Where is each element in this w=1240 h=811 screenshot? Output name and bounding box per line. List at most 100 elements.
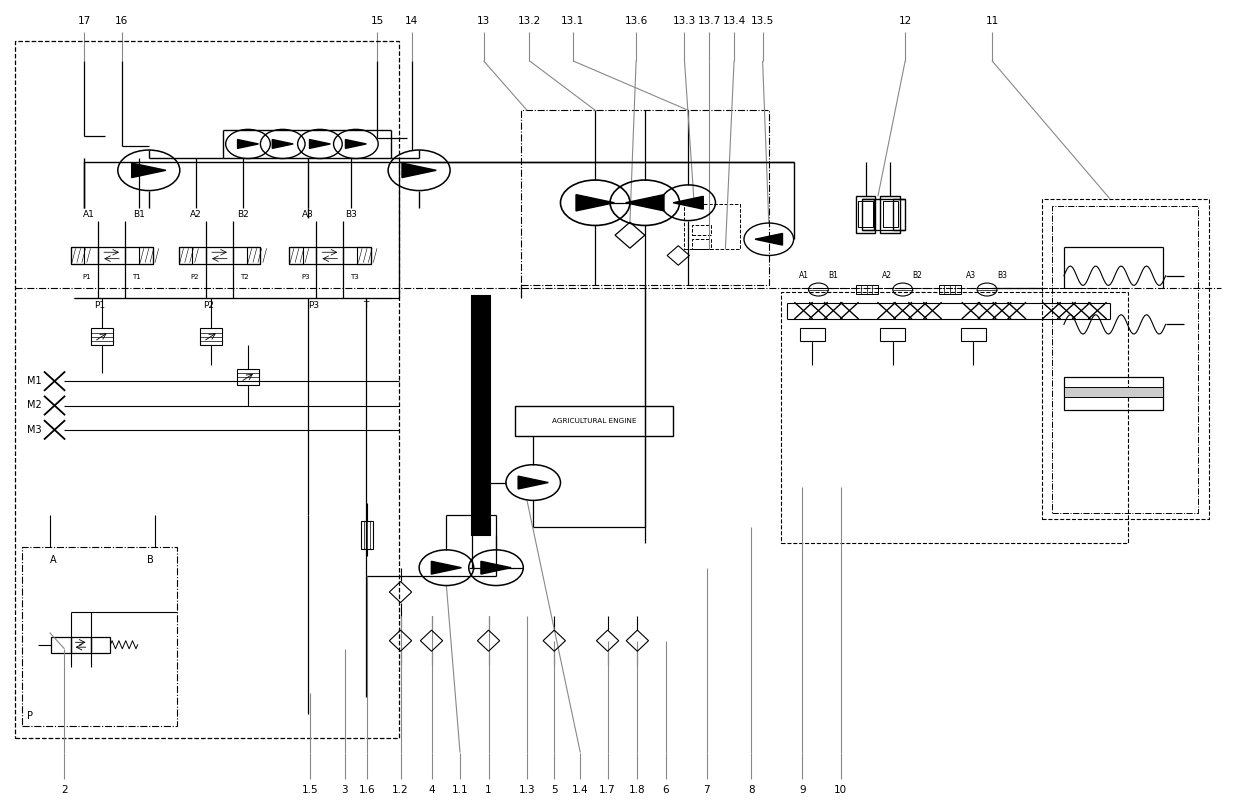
- Text: B2: B2: [237, 210, 249, 220]
- Polygon shape: [577, 195, 614, 211]
- Text: A: A: [50, 555, 57, 564]
- Text: P2: P2: [203, 301, 213, 311]
- Bar: [139, 247, 153, 264]
- Text: 10: 10: [835, 785, 847, 795]
- Text: 8: 8: [748, 785, 755, 795]
- Bar: [71, 247, 84, 264]
- Polygon shape: [131, 163, 166, 178]
- Text: B1: B1: [133, 210, 145, 220]
- Bar: [343, 247, 371, 264]
- Text: 12: 12: [899, 16, 911, 26]
- Text: 1.3: 1.3: [518, 785, 536, 795]
- Bar: [125, 247, 153, 264]
- Text: 1.7: 1.7: [599, 785, 616, 795]
- Polygon shape: [310, 139, 330, 148]
- Bar: [206, 247, 233, 264]
- Bar: [289, 247, 303, 264]
- Text: 13.6: 13.6: [625, 16, 647, 26]
- Text: M3: M3: [27, 425, 42, 435]
- Bar: [91, 637, 110, 653]
- Bar: [692, 239, 711, 249]
- Bar: [98, 247, 125, 264]
- Text: 13.3: 13.3: [673, 16, 696, 26]
- Bar: [200, 328, 222, 345]
- Bar: [71, 637, 91, 653]
- Text: 13.2: 13.2: [518, 16, 541, 26]
- Bar: [893, 199, 905, 230]
- Text: B1: B1: [828, 271, 838, 281]
- Text: 1.5: 1.5: [301, 785, 319, 795]
- Text: 11: 11: [986, 16, 998, 26]
- Text: A2: A2: [882, 271, 892, 281]
- Polygon shape: [402, 163, 436, 178]
- Text: 13.4: 13.4: [723, 16, 745, 26]
- Bar: [880, 328, 905, 341]
- Text: 1.1: 1.1: [451, 785, 469, 795]
- Text: 5: 5: [551, 785, 558, 795]
- Text: 16: 16: [115, 16, 128, 26]
- Bar: [858, 201, 873, 227]
- Bar: [800, 328, 825, 341]
- Bar: [1064, 387, 1163, 397]
- Bar: [781, 292, 1128, 543]
- Bar: [880, 196, 900, 233]
- Bar: [515, 406, 673, 436]
- Bar: [1064, 377, 1163, 410]
- Bar: [15, 41, 399, 738]
- Polygon shape: [238, 139, 258, 148]
- Text: A3: A3: [301, 210, 314, 220]
- Polygon shape: [432, 561, 461, 574]
- Text: A3: A3: [966, 271, 976, 281]
- Text: T1: T1: [131, 273, 140, 280]
- Text: P1: P1: [94, 301, 104, 311]
- Bar: [179, 247, 192, 264]
- Polygon shape: [273, 139, 293, 148]
- Text: 3: 3: [341, 785, 348, 795]
- Bar: [1052, 206, 1198, 513]
- Bar: [856, 285, 878, 294]
- Bar: [22, 547, 177, 726]
- Text: P2: P2: [191, 273, 200, 280]
- Text: AGRICULTURAL ENGINE: AGRICULTURAL ENGINE: [552, 418, 636, 424]
- Text: P1: P1: [83, 273, 92, 280]
- Bar: [684, 204, 740, 249]
- Bar: [856, 196, 875, 233]
- Bar: [247, 247, 260, 264]
- Bar: [357, 247, 371, 264]
- Bar: [289, 247, 316, 264]
- Text: B: B: [146, 555, 154, 564]
- Text: P: P: [27, 711, 32, 721]
- Bar: [51, 637, 71, 653]
- Text: 13.5: 13.5: [751, 16, 774, 26]
- Text: 1: 1: [485, 785, 492, 795]
- Text: 13.7: 13.7: [698, 16, 720, 26]
- Text: B3: B3: [997, 271, 1007, 281]
- Bar: [316, 247, 343, 264]
- Text: 1.6: 1.6: [358, 785, 376, 795]
- Text: A1: A1: [799, 271, 808, 281]
- Bar: [237, 369, 259, 385]
- Text: 13.1: 13.1: [562, 16, 584, 26]
- Text: A1: A1: [83, 210, 95, 220]
- Text: P3: P3: [309, 301, 319, 311]
- Text: P3: P3: [301, 273, 310, 280]
- Text: 6: 6: [662, 785, 670, 795]
- Polygon shape: [673, 196, 703, 209]
- Bar: [233, 247, 260, 264]
- Text: B3: B3: [345, 210, 357, 220]
- Text: 14: 14: [405, 16, 418, 26]
- Bar: [91, 328, 113, 345]
- Bar: [961, 328, 986, 341]
- Text: A2: A2: [190, 210, 202, 220]
- Polygon shape: [626, 195, 663, 211]
- Text: 2: 2: [61, 785, 68, 795]
- Bar: [361, 521, 373, 550]
- Bar: [862, 199, 874, 230]
- Text: 1.8: 1.8: [629, 785, 646, 795]
- Bar: [71, 247, 98, 264]
- Bar: [179, 247, 206, 264]
- Text: 1.4: 1.4: [572, 785, 589, 795]
- Text: 7: 7: [703, 785, 711, 795]
- Text: B2: B2: [913, 271, 923, 281]
- Text: M1: M1: [27, 376, 42, 386]
